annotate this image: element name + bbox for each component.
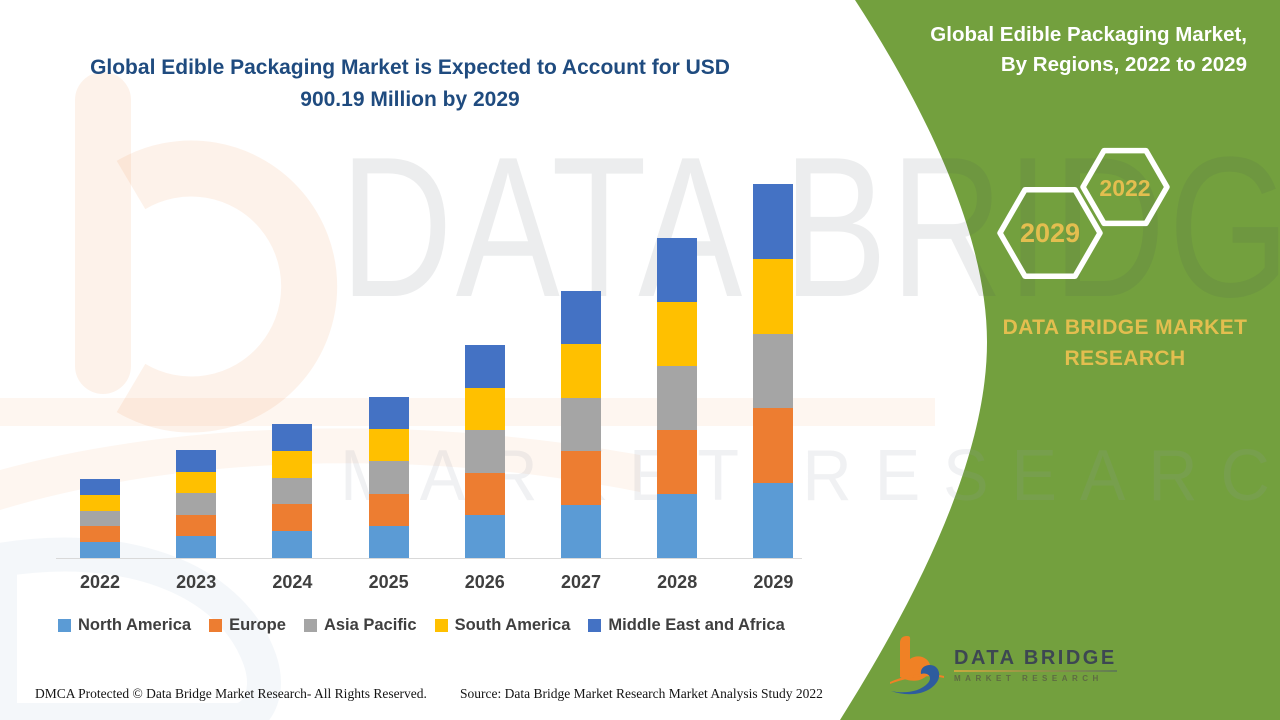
- bar-segment-2022-middle-east-and-africa: [80, 479, 120, 495]
- chart-title-line1: Global Edible Packaging Market is Expect…: [90, 56, 730, 79]
- x-axis-label-2029: 2029: [753, 572, 794, 592]
- bar-segment-2027-north-america: [561, 504, 601, 558]
- hexagon-2022-label: 2022: [1099, 175, 1150, 201]
- legend-item-asia-pacific: Asia Pacific: [303, 616, 417, 635]
- bar-segment-2024-south-america: [272, 450, 313, 478]
- chart-title: Global Edible Packaging Market is Expect…: [40, 52, 780, 116]
- bar-segment-2026-europe: [464, 472, 505, 516]
- bar-segment-2022-asia-pacific: [80, 510, 120, 527]
- bar-2025: [368, 397, 409, 558]
- side-panel-heading: Global Edible Packaging Market, By Regio…: [900, 20, 1247, 80]
- bar-segment-2025-europe: [368, 493, 409, 526]
- bar-segment-2025-south-america: [368, 429, 409, 462]
- panel-brand-line1: DATA BRIDGE MARKET: [1002, 316, 1248, 339]
- chart-title-line2: 900.19 Million by 2029: [300, 88, 520, 111]
- bar-segment-2023-south-america: [176, 471, 217, 494]
- bar-2024: [272, 424, 313, 558]
- hexagon-2029: [997, 186, 1103, 280]
- bar-2029: [753, 183, 794, 558]
- bar-segment-2029-south-america: [753, 258, 794, 334]
- bar-segment-2026-south-america: [464, 387, 505, 431]
- bar-segment-2029-europe: [753, 408, 794, 484]
- bar-segment-2028-north-america: [657, 494, 698, 558]
- side-panel-heading-line2: By Regions, 2022 to 2029: [1000, 53, 1247, 76]
- legend-swatch-icon: [588, 619, 602, 632]
- side-panel-heading-line1: Global Edible Packaging Market,: [930, 23, 1247, 46]
- bar-segment-2026-asia-pacific: [464, 430, 505, 473]
- bar-segment-2028-middle-east-and-africa: [657, 238, 698, 302]
- hexagon-2029-label: 2029: [1020, 218, 1080, 248]
- legend-item-north-america: North America: [58, 616, 191, 635]
- bar-segment-2022-europe: [80, 526, 120, 543]
- panel-brand-line2: RESEARCH: [1064, 347, 1186, 370]
- bar-2028: [657, 238, 698, 558]
- company-logo-mark: [890, 636, 944, 695]
- bar-2026: [464, 345, 505, 558]
- x-axis-label-2026: 2026: [464, 572, 505, 592]
- x-axis-label-2027: 2027: [560, 572, 602, 592]
- bar-segment-2024-europe: [272, 504, 313, 532]
- x-axis-label-2022: 2022: [79, 572, 121, 592]
- bar-chart-plot-area: [56, 176, 802, 559]
- bar-segment-2027-middle-east-and-africa: [561, 291, 601, 345]
- watermark-text-data-bridge: DATA BRIDGE: [340, 116, 1280, 339]
- bar-segment-2022-north-america: [80, 542, 120, 558]
- bar-segment-2029-asia-pacific: [753, 333, 794, 409]
- bar-segment-2025-north-america: [368, 525, 409, 558]
- bar-segment-2025-middle-east-and-africa: [368, 397, 409, 430]
- bar-segment-2023-asia-pacific: [176, 493, 217, 515]
- logo-d-swoosh-icon: [891, 665, 940, 695]
- legend-label: Europe: [229, 616, 286, 634]
- bar-segment-2024-north-america: [272, 531, 313, 558]
- bar-segment-2027-europe: [561, 451, 601, 505]
- bar-segment-2024-asia-pacific: [272, 477, 313, 505]
- dmca-notice: DMCA Protected © Data Bridge Market Rese…: [35, 686, 427, 701]
- x-axis-label-2028: 2028: [657, 572, 698, 592]
- bar-segment-2028-south-america: [657, 302, 698, 366]
- source-note: Source: Data Bridge Market Research Mark…: [460, 686, 823, 701]
- bar-segment-2026-middle-east-and-africa: [464, 345, 505, 388]
- legend-swatch-icon: [434, 619, 448, 632]
- bar-segment-2029-north-america: [753, 483, 794, 558]
- hexagon-2022: [1080, 147, 1170, 227]
- legend-label: South America: [454, 616, 571, 634]
- bar-segment-2023-middle-east-and-africa: [176, 450, 217, 472]
- legend-item-middle-east-and-africa: Middle East and Africa: [588, 616, 785, 635]
- legend-swatch-icon: [303, 619, 317, 632]
- legend-item-europe: Europe: [209, 616, 286, 635]
- bar-segment-2028-europe: [657, 430, 698, 494]
- bar-segment-2024-middle-east-and-africa: [272, 424, 313, 451]
- bar-2022: [80, 479, 120, 558]
- chart-legend: North America Europe Asia Pacific South Ame…: [58, 616, 848, 635]
- bar-segment-2027-south-america: [561, 344, 601, 398]
- x-axis-label-2024: 2024: [272, 572, 313, 592]
- legend-label: Middle East and Africa: [608, 616, 785, 634]
- bar-segment-2026-north-america: [464, 515, 505, 558]
- bar-segment-2027-asia-pacific: [561, 397, 601, 452]
- bar-segment-2025-asia-pacific: [368, 461, 409, 494]
- year-hexagons: 2029 2022: [997, 147, 1170, 280]
- bar-2023: [176, 450, 217, 558]
- legend-label: Asia Pacific: [323, 616, 417, 634]
- legend-swatch-icon: [58, 619, 71, 632]
- x-axis-label-2025: 2025: [368, 572, 409, 592]
- panel-brand-text: DATA BRIDGE MARKET RESEARCH: [982, 312, 1268, 374]
- legend-item-south-america: South America: [434, 616, 571, 635]
- x-axis-label-2023: 2023: [176, 572, 217, 592]
- bar-segment-2023-europe: [176, 514, 217, 537]
- bar-segment-2029-middle-east-and-africa: [753, 183, 794, 259]
- bar-segment-2023-north-america: [176, 536, 217, 558]
- bar-2027: [561, 291, 601, 558]
- logo-subtitle: MARKET RESEARCH: [954, 673, 1103, 683]
- x-axis-labels: 2022 2023 2024 2025 2026 2027 2028 2029: [56, 572, 802, 596]
- logo-divider: [954, 670, 1117, 672]
- legend-label: North America: [78, 616, 192, 634]
- bar-segment-2028-asia-pacific: [657, 366, 698, 430]
- logo-title: DATA BRIDGE: [954, 647, 1117, 670]
- bar-segment-2022-south-america: [80, 494, 120, 511]
- company-logo: DATA BRIDGE MARKET RESEARCH: [890, 634, 1117, 696]
- legend-swatch-icon: [209, 619, 223, 632]
